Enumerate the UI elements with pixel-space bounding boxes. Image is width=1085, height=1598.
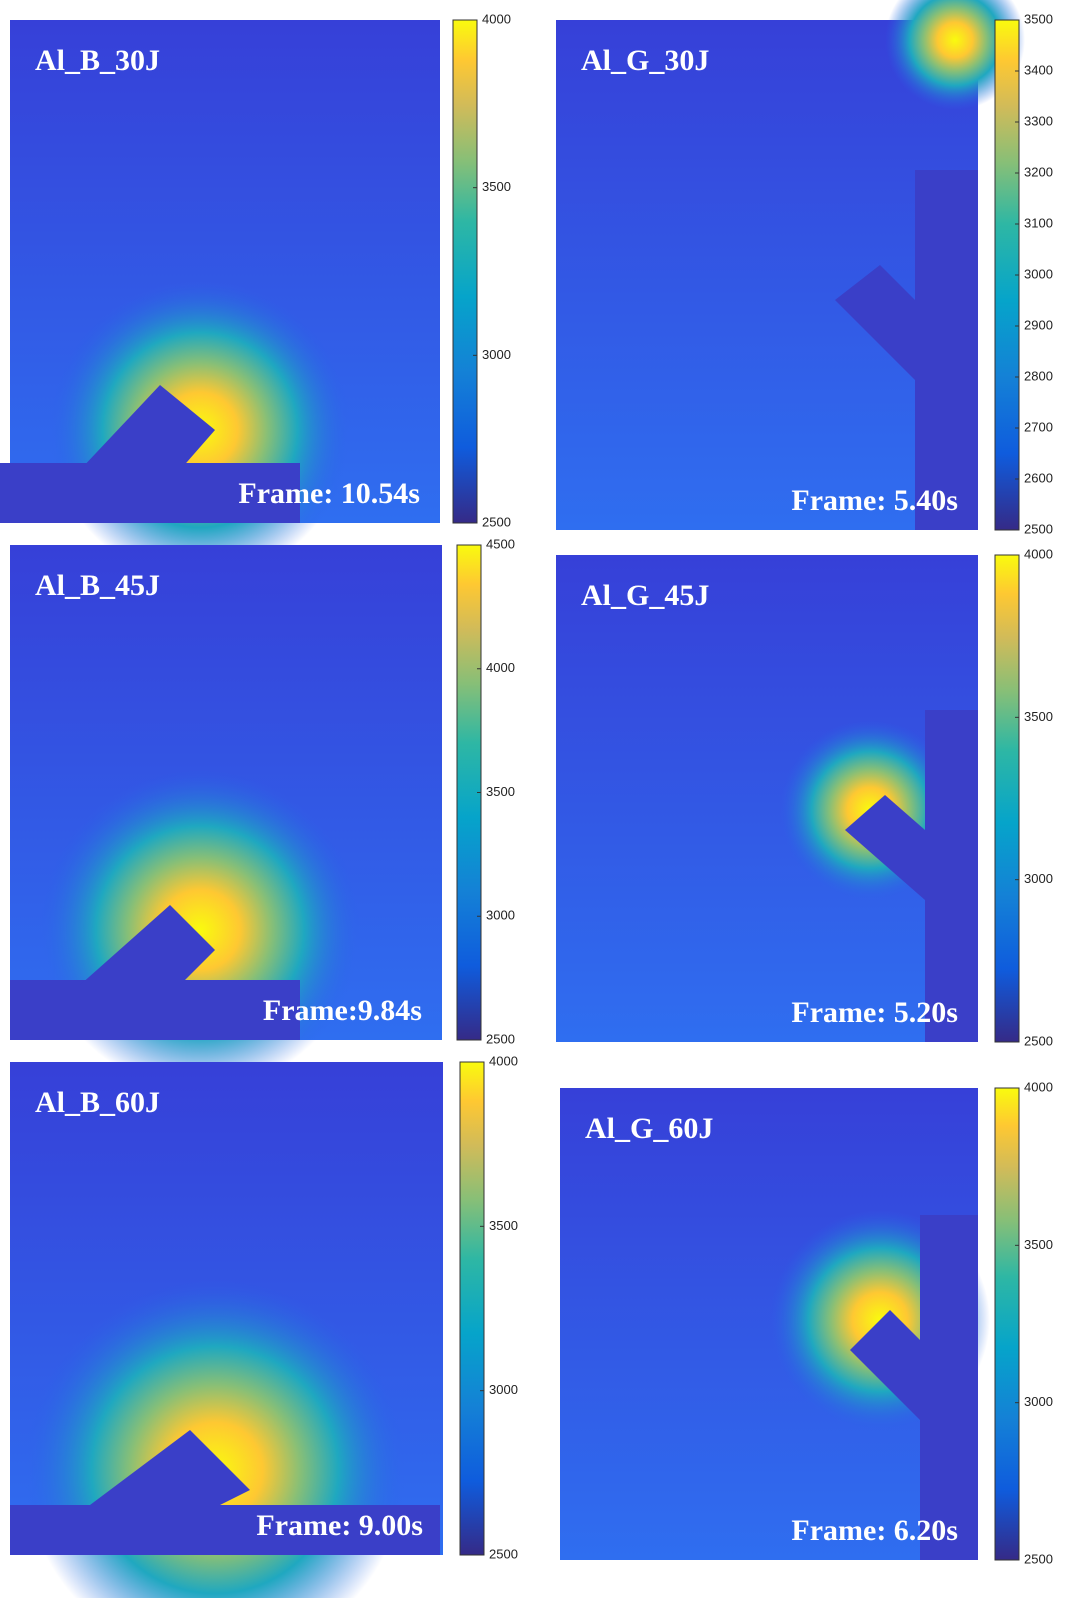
colorbar-tick-label: 3300: [1024, 113, 1053, 128]
colorbar: [453, 20, 477, 523]
frame-time: Frame: 9.00s: [256, 1509, 423, 1542]
frame-time: Frame: 10.54s: [238, 477, 420, 510]
panel-label: Al_B_60J: [35, 1086, 160, 1119]
colorbar-tick-label: 3400: [1024, 62, 1053, 77]
colorbar-tick-label: 3000: [482, 347, 511, 362]
colorbar-tick-label: 3500: [1024, 709, 1053, 724]
colorbar-tick-label: 2500: [489, 1546, 518, 1561]
colorbar-tick-label: 4000: [489, 1053, 518, 1068]
colorbar-tick-label: 2800: [1024, 368, 1053, 383]
panel: Al_G_45J Frame: 5.20s 2500 3000 3500 4000: [556, 546, 1053, 1048]
colorbar: [995, 1088, 1019, 1560]
colorbar-tick-label: 3500: [482, 179, 511, 194]
colorbar-tick-label: 2500: [1024, 1033, 1053, 1048]
fixture: [920, 1215, 978, 1560]
colorbar-tick-label: 3000: [486, 908, 515, 923]
panel: Al_B_45J Frame:9.84s 2500 3000 3500 4000 4500: [10, 536, 515, 1090]
panel: Al_G_30J Frame: 5.40s 2500 2600 2700 2800 2900…: [556, 0, 1053, 536]
fixture: [925, 710, 978, 1042]
frame-time: Frame: 5.40s: [791, 484, 958, 517]
colorbar-tick-label: 2500: [1024, 1551, 1053, 1566]
colorbar-tick-label: 4000: [486, 660, 515, 675]
colorbar-tick-label: 2500: [1024, 521, 1053, 536]
colorbar: [995, 555, 1019, 1042]
panel: Al_B_60J Frame: 9.00s 2500 3000 3500 4000: [10, 1053, 518, 1598]
colorbar-tick-label: 3200: [1024, 164, 1053, 179]
frame-time: Frame:9.84s: [263, 994, 422, 1027]
panel-label: Al_G_45J: [581, 579, 709, 612]
colorbar-tick-label: 3000: [489, 1382, 518, 1397]
colorbar-tick-label: 3000: [1024, 871, 1053, 886]
colorbar-tick-label: 3500: [1024, 1237, 1053, 1252]
panel: Al_B_30J Frame: 10.54s 2500 3000 3500 4000: [0, 11, 511, 580]
frame-time: Frame: 5.20s: [791, 996, 958, 1029]
panel-label: Al_G_60J: [585, 1112, 713, 1145]
panel-label: Al_G_30J: [581, 44, 709, 77]
colorbar-tick-label: 4000: [1024, 546, 1053, 561]
colorbar-tick-label: 2500: [486, 1031, 515, 1046]
colorbar-tick-label: 3500: [1024, 11, 1053, 26]
colorbar-tick-label: 4500: [486, 536, 515, 551]
colorbar-tick-label: 4000: [1024, 1079, 1053, 1094]
figure: Al_B_30JFrame: 10.54s2500300035004000Al_…: [0, 0, 1085, 1598]
colorbar-tick-label: 3500: [489, 1218, 518, 1233]
colorbar-tick-label: 4000: [482, 11, 511, 26]
panel: Al_G_60J Frame: 6.20s 2500 3000 3500 4000: [560, 1079, 1053, 1566]
fixture: [915, 170, 978, 530]
colorbar: [460, 1062, 484, 1555]
colorbar-tick-label: 3500: [486, 784, 515, 799]
panel-label: Al_B_30J: [35, 44, 160, 77]
frame-time: Frame: 6.20s: [791, 1514, 958, 1547]
colorbar-tick-label: 3000: [1024, 266, 1053, 281]
colorbar-tick-label: 2900: [1024, 317, 1053, 332]
colorbar-tick-label: 2500: [482, 514, 511, 529]
colorbar-tick-label: 3000: [1024, 1394, 1053, 1409]
fixture: [10, 980, 300, 1040]
panel-label: Al_B_45J: [35, 569, 160, 602]
colorbar-tick-label: 2700: [1024, 419, 1053, 434]
colorbar-tick-label: 2600: [1024, 470, 1053, 485]
hotspot: [40, 770, 360, 1090]
colorbar-tick-label: 3100: [1024, 215, 1053, 230]
